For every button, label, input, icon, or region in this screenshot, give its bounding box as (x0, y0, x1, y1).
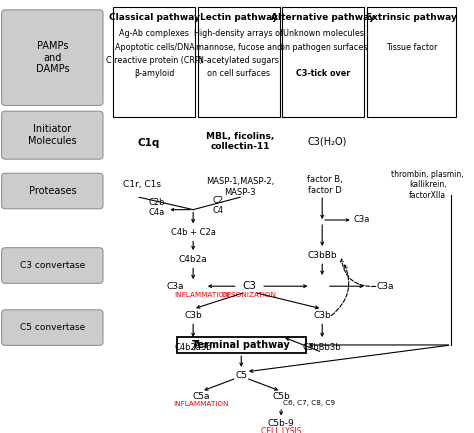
Text: MBL, ficolins,
collectin-11: MBL, ficolins, collectin-11 (206, 132, 274, 151)
Text: Unknown molecules: Unknown molecules (283, 29, 364, 38)
Text: C3: C3 (243, 281, 256, 291)
Text: C2
C4: C2 C4 (213, 196, 224, 215)
Text: C reactive protein (CRP): C reactive protein (CRP) (106, 56, 203, 65)
FancyBboxPatch shape (1, 10, 103, 105)
Text: β-amyloid: β-amyloid (134, 69, 174, 78)
Text: Proteases: Proteases (28, 186, 76, 196)
Text: Lectin pathway: Lectin pathway (200, 13, 278, 22)
Text: C3 convertase: C3 convertase (20, 261, 85, 270)
Text: Extrinsic pathway: Extrinsic pathway (366, 13, 457, 22)
Text: OPSONIZATION: OPSONIZATION (222, 292, 277, 298)
Bar (177, 337, 306, 353)
FancyArrowPatch shape (340, 259, 376, 287)
Text: C3b: C3b (313, 310, 331, 320)
Text: C6, C7, C8, C9: C6, C7, C8, C9 (283, 400, 336, 406)
Text: C5 convertase: C5 convertase (20, 323, 85, 332)
Text: INFLAMMATION: INFLAMMATION (174, 292, 230, 298)
Text: C5a: C5a (192, 392, 210, 401)
FancyBboxPatch shape (1, 173, 103, 209)
Text: C4b + C2a: C4b + C2a (171, 228, 216, 237)
Text: factor B,
factor D: factor B, factor D (307, 175, 342, 194)
Text: C5b: C5b (272, 392, 290, 401)
Bar (198, 7, 280, 116)
Text: Classical pathway: Classical pathway (109, 13, 200, 22)
Text: Terminal pathway: Terminal pathway (192, 340, 290, 350)
Text: on cell surfaces: on cell surfaces (208, 69, 270, 78)
Bar (283, 7, 365, 116)
Text: C2b
C4a: C2b C4a (148, 198, 165, 217)
Text: C3a: C3a (354, 216, 370, 224)
Text: Alternative pathway: Alternative pathway (272, 13, 375, 22)
Bar (113, 7, 195, 116)
Text: PAMPs
and
DAMPs: PAMPs and DAMPs (36, 41, 69, 74)
FancyBboxPatch shape (1, 248, 103, 283)
FancyArrowPatch shape (331, 265, 349, 316)
Text: C1r, C1s: C1r, C1s (122, 180, 161, 189)
Text: C3a: C3a (166, 282, 184, 291)
Text: C3-tick over: C3-tick over (296, 69, 350, 78)
Text: Initiator
Molecules: Initiator Molecules (28, 124, 77, 146)
Text: on pathogen surfaces: on pathogen surfaces (280, 42, 367, 52)
Text: MASP-1,MASP-2,
MASP-3: MASP-1,MASP-2, MASP-3 (206, 177, 274, 197)
Text: INFLAMMATION: INFLAMMATION (173, 401, 229, 407)
Text: C5: C5 (235, 371, 247, 380)
Text: C4b2a: C4b2a (179, 255, 208, 264)
Text: C1q: C1q (137, 139, 160, 149)
Text: C3b: C3b (184, 310, 202, 320)
FancyBboxPatch shape (1, 310, 103, 346)
Text: CELL LYSIS: CELL LYSIS (261, 427, 301, 433)
Bar (367, 7, 456, 116)
Text: C3bBb3b: C3bBb3b (303, 343, 342, 352)
Text: Tissue factor: Tissue factor (386, 42, 437, 52)
Text: Ag-Ab complexes: Ag-Ab complexes (119, 29, 189, 38)
Text: C3bBb: C3bBb (308, 251, 337, 260)
Text: C4b2a3b: C4b2a3b (174, 343, 212, 352)
Text: N-acetylated sugars: N-acetylated sugars (199, 56, 279, 65)
Text: C5b-9: C5b-9 (268, 419, 294, 428)
Text: Apoptotic cells/DNA: Apoptotic cells/DNA (115, 42, 194, 52)
Text: mannose, fucose and: mannose, fucose and (196, 42, 282, 52)
Text: High-density arrays of: High-density arrays of (194, 29, 283, 38)
Text: C3a: C3a (376, 282, 394, 291)
FancyBboxPatch shape (1, 111, 103, 159)
Text: thrombin, plasmin,
kallikrein,
factorXIIa: thrombin, plasmin, kallikrein, factorXII… (392, 170, 464, 200)
Text: C3(H₂O): C3(H₂O) (307, 136, 346, 146)
